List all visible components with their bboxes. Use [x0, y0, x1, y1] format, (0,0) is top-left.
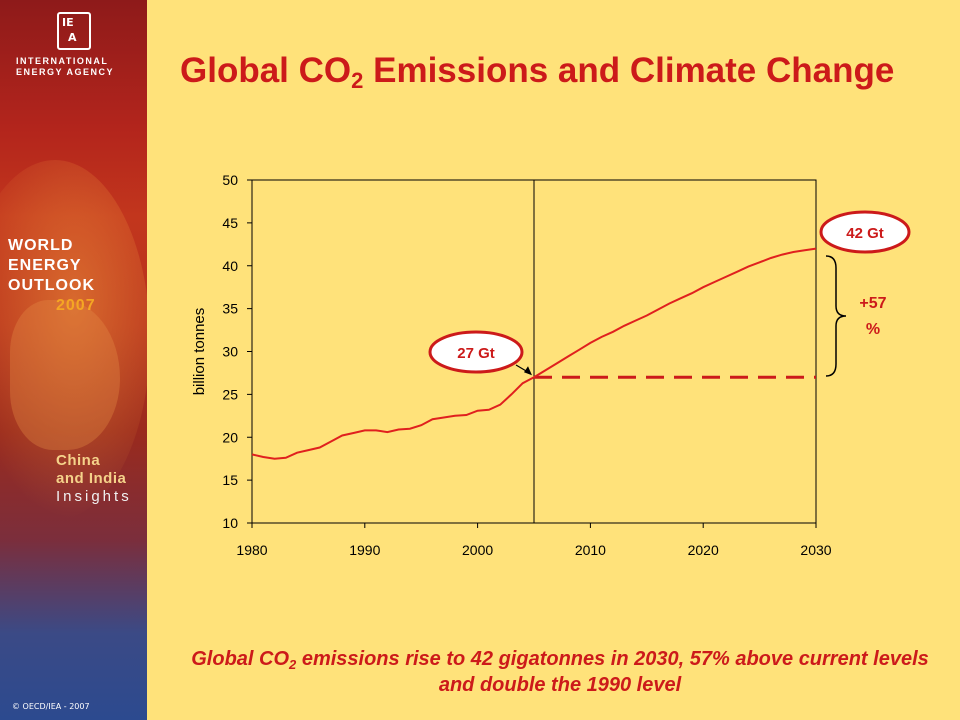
globe-graphic [0, 160, 147, 520]
title-subscript: 2 [351, 68, 364, 93]
x-tick-label: 2020 [688, 542, 719, 558]
caption-pre: Global CO [191, 648, 290, 670]
increase-label-line-2: % [866, 321, 880, 338]
y-tick-label: 25 [222, 386, 238, 402]
ci-line-3: Insights [56, 488, 132, 505]
copyright-notice: © OECD/IEA - 2007 [12, 702, 90, 711]
weo-year: 2007 [56, 297, 96, 314]
start-value-label: 27 Gt [457, 345, 495, 362]
end-value-bubble [819, 210, 911, 254]
increase-brace [825, 255, 847, 377]
y-tick-label: 45 [222, 215, 238, 231]
iea-logo: IE A [57, 12, 91, 50]
y-tick-label: 35 [222, 301, 238, 317]
weo-line-3: OUTLOOK [8, 277, 95, 294]
x-tick-label: 2030 [800, 542, 831, 558]
start-value-bubble [428, 330, 524, 374]
ci-line-1: China [56, 452, 101, 469]
title-post: Emissions and Climate Change [363, 51, 895, 90]
org-line-1: INTERNATIONAL [16, 56, 109, 66]
organization-name: INTERNATIONAL ENERGY AGENCY [16, 56, 136, 78]
page-title: Global CO2 Emissions and Climate Change [180, 50, 900, 92]
emissions-series-line [251, 247, 817, 460]
end-value-label: 42 Gt [846, 225, 884, 242]
org-line-2: ENERGY AGENCY [16, 67, 115, 77]
title-pre: Global CO [180, 51, 352, 90]
weo-line-2: ENERGY [8, 257, 82, 274]
y-axis-label: billion tonnes [191, 308, 208, 396]
weo-logo-text: WORLD ENERGY OUTLOOK 2007 [8, 236, 96, 316]
y-tick-label: 15 [222, 472, 238, 488]
weo-line-1: WORLD [8, 237, 74, 254]
ci-line-2: and India [56, 470, 127, 487]
sidebar-banner: IE A INTERNATIONAL ENERGY AGENCY WORLD EN… [0, 0, 147, 720]
chart-caption: Global CO2 emissions rise to 42 gigatonn… [175, 646, 945, 698]
increase-label-line-1: +57 [859, 295, 886, 312]
y-tick-label: 50 [222, 172, 238, 188]
y-tick-label: 20 [222, 429, 238, 445]
x-tick-label: 2010 [575, 542, 606, 558]
china-india-map-graphic [10, 300, 120, 450]
caption-subscript: 2 [289, 657, 297, 672]
y-tick-label: 30 [222, 344, 238, 360]
caption-post: emissions rise to 42 gigatonnes in 2030,… [296, 648, 929, 696]
start-value-arrowhead [524, 366, 532, 376]
x-tick-label: 1990 [349, 542, 380, 558]
y-tick-label: 40 [222, 258, 238, 274]
x-tick-label: 1980 [236, 542, 267, 558]
china-india-insights-text: China and India Insights [56, 452, 132, 506]
y-tick-label: 10 [222, 515, 238, 531]
x-tick-label: 2000 [462, 542, 493, 558]
